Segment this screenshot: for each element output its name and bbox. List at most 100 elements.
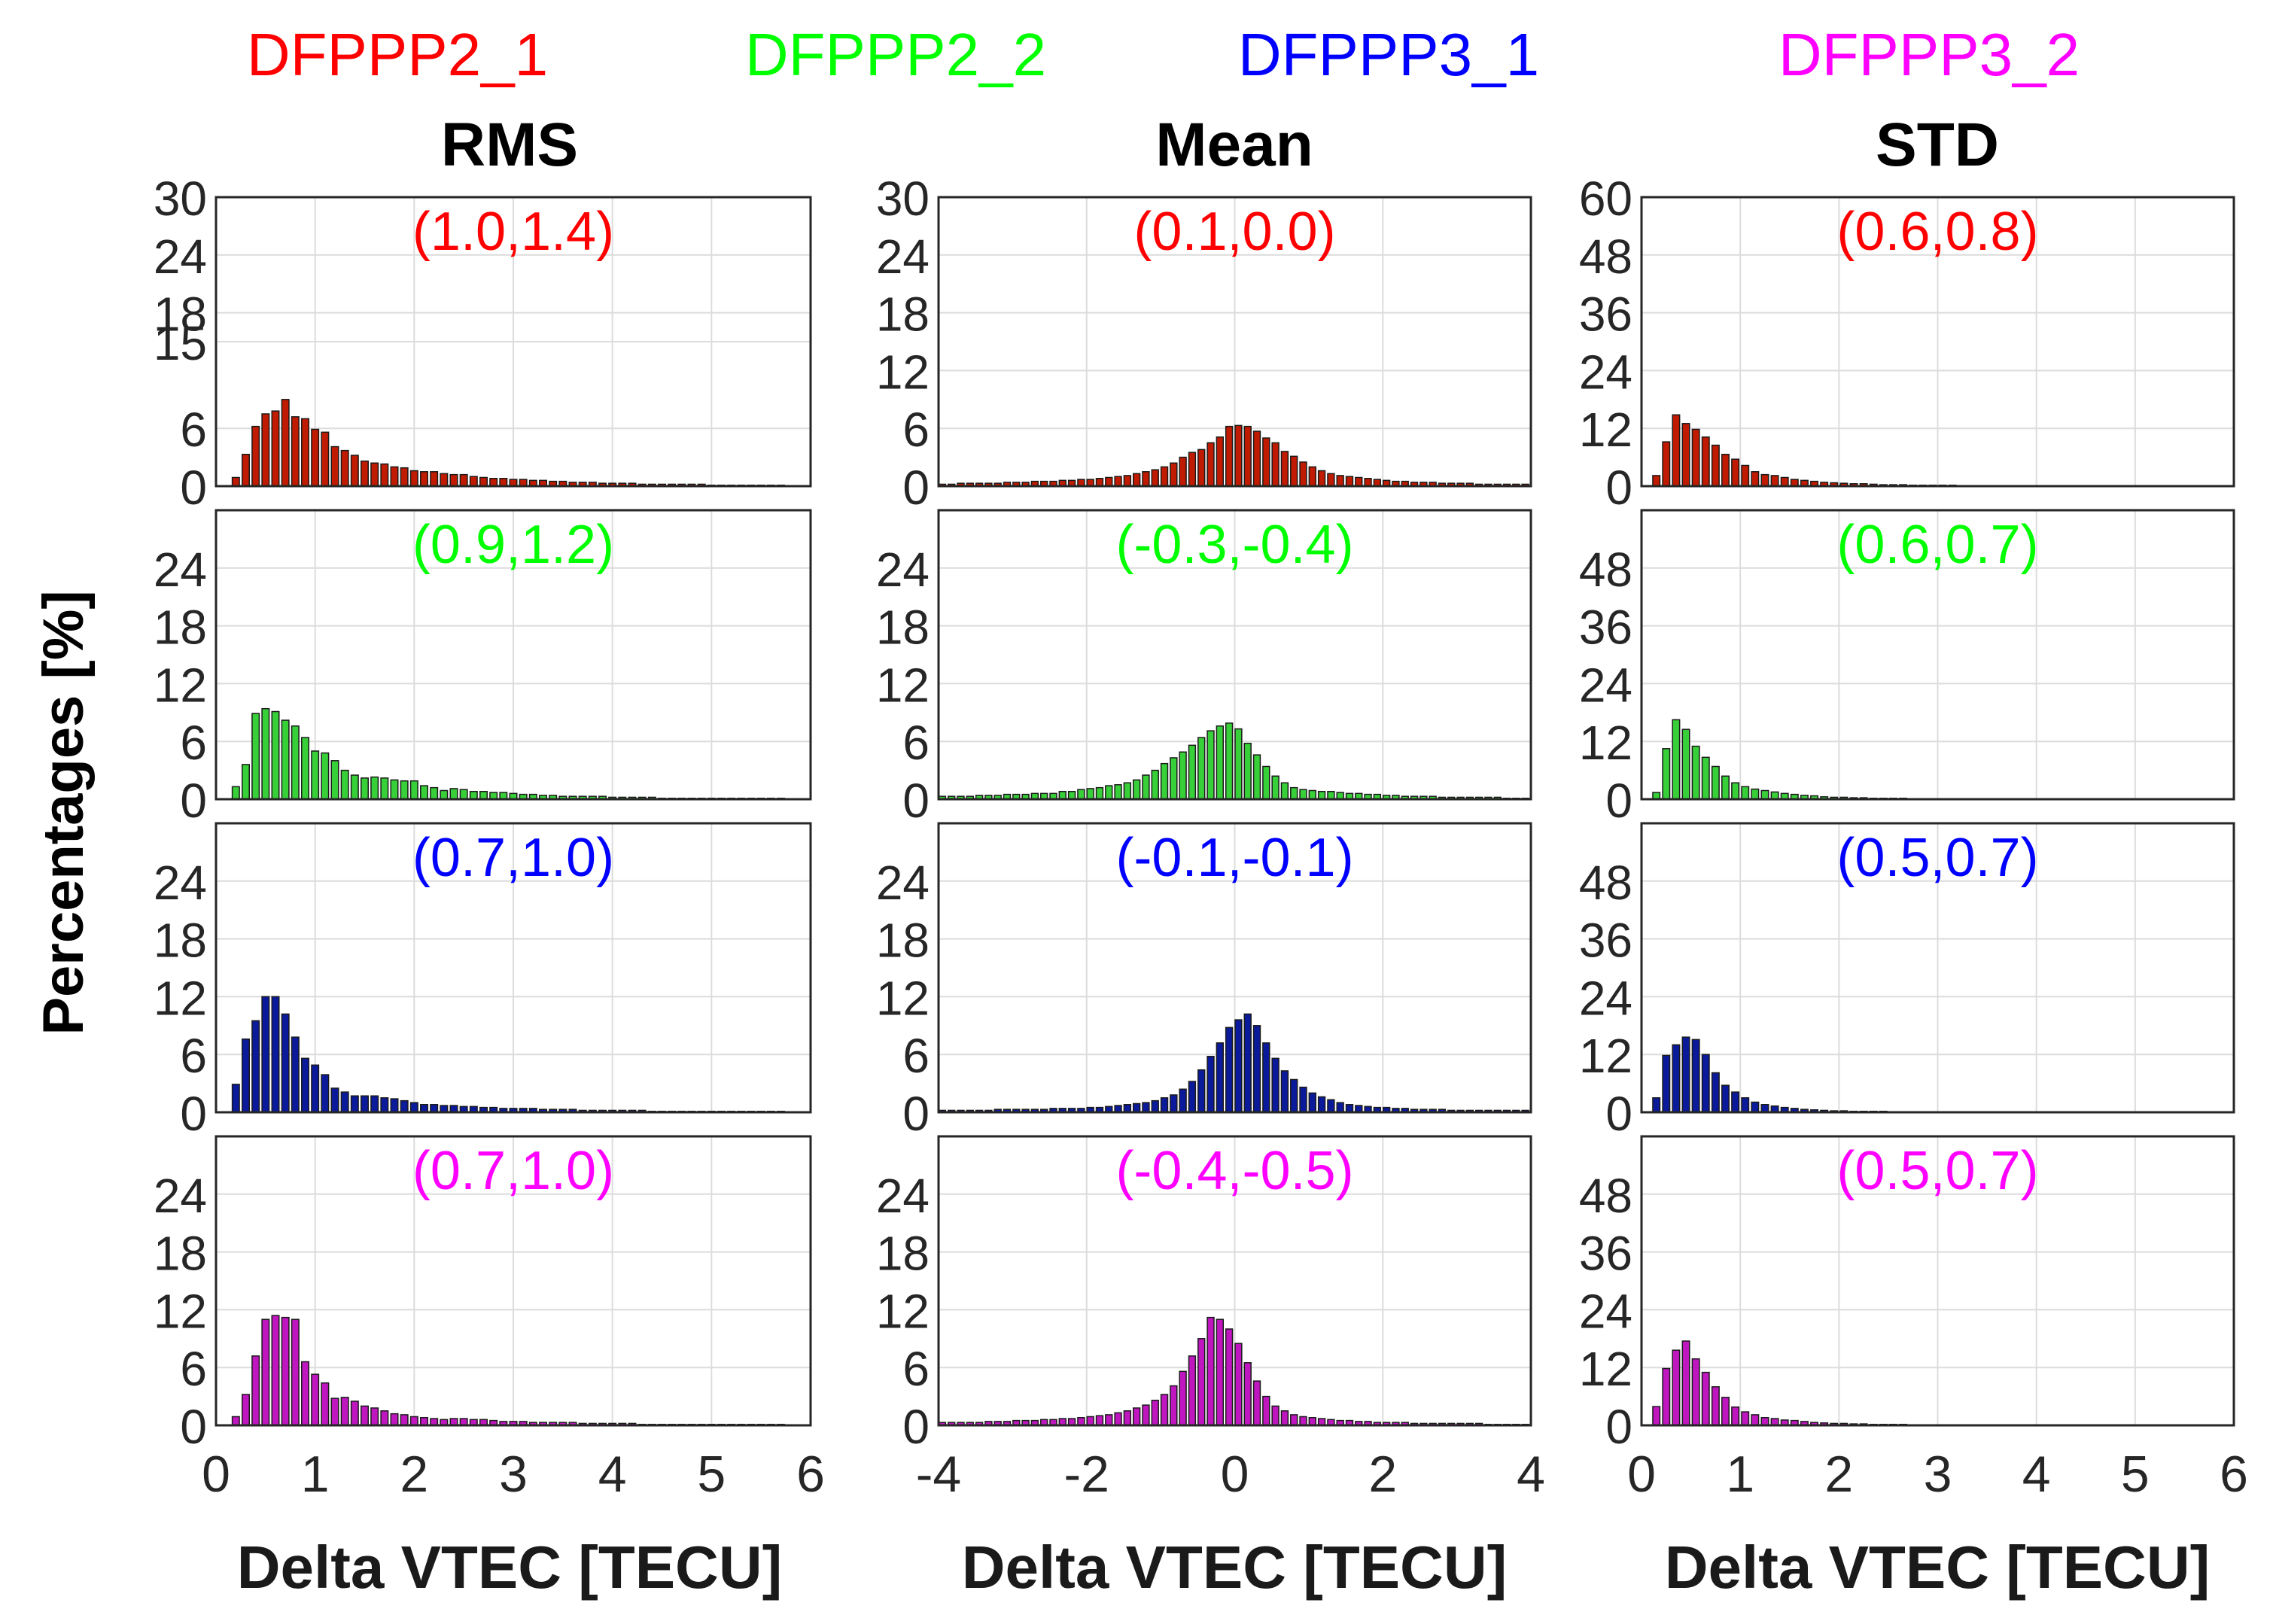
histogram-bar xyxy=(1280,451,1289,487)
y-tick-label: 18 xyxy=(154,1227,207,1281)
histogram-bar xyxy=(1197,1338,1206,1426)
y-tick-label: 24 xyxy=(1579,658,1632,712)
y-tick-label: 18 xyxy=(154,287,207,342)
y-axis-label: Percentages [%] xyxy=(32,590,96,1035)
histogram-bar xyxy=(1095,478,1104,487)
y-tick-label: 0 xyxy=(1605,1400,1632,1454)
y-tick-label: 12 xyxy=(1579,403,1632,457)
histogram-bar xyxy=(350,774,359,800)
legend-label-dfppp2-2: DFPPP2_2 xyxy=(745,21,1046,88)
histogram-bar xyxy=(1280,1410,1289,1426)
y-tick-label: 24 xyxy=(154,543,207,597)
y-tick-label: 12 xyxy=(876,971,930,1025)
y-tick-label: 30 xyxy=(154,172,207,226)
y-tick-label: 24 xyxy=(1579,345,1632,399)
histogram-bar xyxy=(1179,1370,1187,1426)
histogram-bar xyxy=(1197,449,1206,487)
histogram-bar xyxy=(1179,456,1187,487)
histogram-bar xyxy=(330,446,339,487)
plot-frame xyxy=(937,1135,1532,1427)
histogram-bar xyxy=(1123,475,1132,487)
histogram-bar xyxy=(330,1087,339,1113)
y-tick-label: 48 xyxy=(1579,1169,1632,1223)
histogram-bar xyxy=(1760,1417,1769,1426)
y-tick-label: 12 xyxy=(1579,1342,1632,1396)
histogram-bar xyxy=(1114,476,1122,487)
histogram-bar xyxy=(330,1397,339,1426)
histogram-bar xyxy=(1741,1097,1750,1113)
histogram-bar xyxy=(1123,782,1132,800)
y-tick-label: 0 xyxy=(1605,461,1632,515)
histogram-bar xyxy=(430,786,439,800)
histogram-bar xyxy=(261,413,270,487)
histogram-bar xyxy=(1701,756,1710,800)
histogram-bar xyxy=(340,1091,349,1113)
histogram-bar xyxy=(1132,473,1141,487)
panel-annotation: (-0.1,-0.1) xyxy=(1115,828,1353,888)
plot-frame xyxy=(215,1135,812,1427)
x-tick-label: 3 xyxy=(499,1446,528,1503)
histogram-bar xyxy=(340,1397,349,1426)
histogram-bar xyxy=(1142,1102,1150,1113)
histogram-bar xyxy=(1123,1104,1132,1113)
histogram-bar xyxy=(1760,473,1769,487)
histogram-bar xyxy=(291,1036,300,1113)
y-tick-label: 6 xyxy=(902,716,930,770)
histogram-bar xyxy=(340,449,349,487)
histogram-bar xyxy=(1234,728,1243,800)
histogram-bar xyxy=(1123,1410,1132,1426)
histogram-bar xyxy=(420,785,428,800)
histogram-bar xyxy=(1067,791,1076,800)
histogram-bar xyxy=(261,1318,270,1426)
histogram-bar xyxy=(1741,786,1750,800)
histogram-bar xyxy=(1721,1084,1730,1113)
histogram-bar xyxy=(1086,788,1094,800)
histogram-bar xyxy=(469,791,478,800)
histogram-bar xyxy=(380,463,389,487)
histogram-bar xyxy=(1780,476,1789,487)
x-axis-label-mean: Delta VTEC [TECU] xyxy=(962,1534,1508,1601)
histogram-bar xyxy=(1308,789,1316,800)
histogram-bar xyxy=(1188,744,1197,800)
histogram-bar xyxy=(1731,1406,1740,1426)
histogram-bar xyxy=(291,416,300,487)
y-tick-label: 48 xyxy=(1579,856,1632,910)
histogram-bar xyxy=(430,1104,439,1113)
histogram-bar xyxy=(1271,1057,1280,1113)
histogram-bar xyxy=(1206,1056,1215,1113)
y-tick-label: 60 xyxy=(1579,172,1632,226)
histogram-bar xyxy=(400,467,409,487)
histogram-bar xyxy=(1105,476,1113,487)
histogram-bar xyxy=(1271,1405,1280,1426)
y-tick-label: 0 xyxy=(902,774,930,828)
x-tick-label: 2 xyxy=(400,1446,428,1503)
plot-frame xyxy=(1640,196,2235,488)
x-axis-label-std: Delta VTEC [TECU] xyxy=(1665,1534,2211,1601)
histogram-bar xyxy=(242,1394,250,1426)
histogram-bar xyxy=(1751,1414,1760,1426)
histogram-bar xyxy=(440,473,449,487)
histogram-bar xyxy=(1114,1412,1122,1426)
histogram-bar xyxy=(1216,1042,1225,1113)
plot-frame xyxy=(937,196,1532,488)
histogram-bar xyxy=(370,462,379,487)
histogram-bar xyxy=(1741,464,1750,487)
histogram-bar xyxy=(1086,1416,1094,1426)
histogram-bar xyxy=(1216,725,1225,800)
histogram-bar xyxy=(1197,737,1206,800)
y-tick-label: 18 xyxy=(154,914,207,968)
histogram-bar xyxy=(1299,789,1307,800)
y-tick-label: 30 xyxy=(876,172,930,226)
legend-label-dfppp3-2: DFPPP3_2 xyxy=(1779,21,2080,88)
histogram-bar xyxy=(400,1414,409,1426)
y-tick-label: 24 xyxy=(1579,1284,1632,1338)
histogram-bar xyxy=(370,1407,379,1426)
histogram-bar xyxy=(1271,775,1280,800)
y-tick-label: 24 xyxy=(1579,971,1632,1025)
histogram-bar xyxy=(1142,1404,1150,1426)
histogram-bar xyxy=(1731,1091,1740,1113)
histogram-bar xyxy=(271,710,280,800)
